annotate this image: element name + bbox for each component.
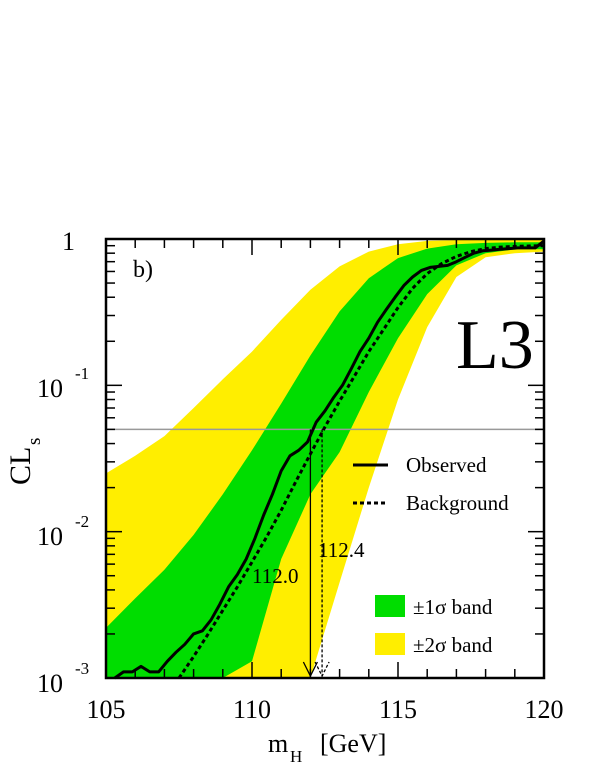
observed-limit-label: 112.0 [252, 564, 298, 588]
y-tick-labels: 1 10 -1 10 -2 10 -3 [37, 227, 89, 698]
band-1sigma [106, 242, 544, 679]
x-tick-labels: 105 110 115 120 [87, 695, 564, 724]
observed-curve [113, 239, 545, 680]
x-tick-label-110: 110 [233, 695, 271, 724]
x-axis-title: m H [GeV] [268, 729, 386, 766]
limit-labels: 112.0 112.4 [252, 538, 365, 588]
expected-limit-label: 112.4 [318, 538, 365, 562]
experiment-label: L3 [456, 307, 534, 384]
expected-limit-arrow [314, 661, 330, 678]
curves [113, 239, 545, 680]
y-axis-title: CL s [4, 438, 45, 485]
plot-frame [104, 237, 546, 680]
y-axis-label-sub: s [24, 438, 45, 445]
legend-band2-swatch [375, 633, 405, 655]
y-tick-label-1: 1 [62, 227, 75, 256]
background-curve [177, 244, 545, 679]
axis-ticks [105, 238, 545, 679]
confidence-bands [106, 239, 544, 679]
y-tick-label-0.01-base: 10 [37, 522, 63, 551]
panel-label: b) [133, 257, 153, 283]
x-tick-label-115: 115 [379, 695, 417, 724]
legend: Observed Background ±1σ band ±2σ band [353, 453, 509, 657]
legend-background-label: Background [406, 491, 509, 515]
legend-band1-swatch [375, 595, 405, 617]
legend-observed-label: Observed [406, 453, 487, 477]
y-tick-label-0.001-exp: -3 [75, 659, 89, 678]
x-axis-unit: [GeV] [320, 729, 386, 758]
y-tick-label-0.1-base: 10 [37, 374, 63, 403]
legend-band2-label: ±2σ band [413, 633, 493, 657]
y-tick-label-0.001-base: 10 [37, 669, 63, 698]
x-tick-label-120: 120 [525, 695, 564, 724]
y-tick-label-0.01-exp: -2 [75, 512, 89, 531]
y-tick-label-0.1-exp: -1 [75, 364, 89, 383]
y-axis-label: CL [4, 447, 37, 485]
x-tick-label-105: 105 [87, 695, 126, 724]
x-axis-label-sub: H [290, 747, 302, 766]
x-axis-label: m [268, 729, 288, 758]
legend-band1-label: ±1σ band [413, 595, 493, 619]
